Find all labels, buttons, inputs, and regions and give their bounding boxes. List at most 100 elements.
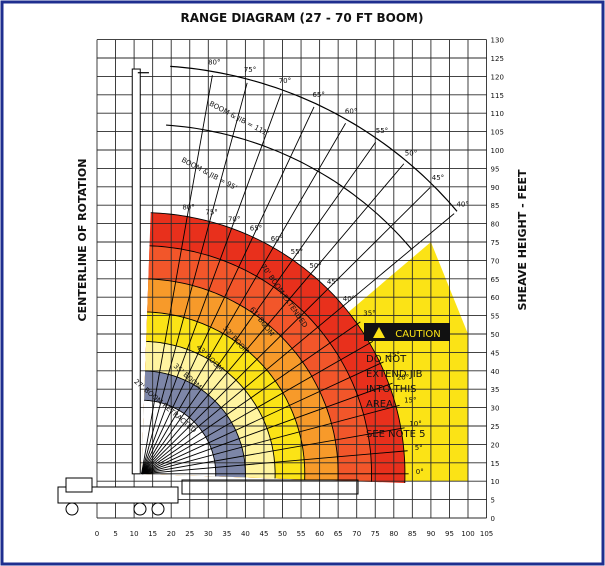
outer-angle-label: 60° <box>345 108 357 116</box>
x-tick-label: 95 <box>445 530 454 538</box>
inner-angle-label: 40° <box>343 295 355 303</box>
radial-line <box>141 123 346 475</box>
y-tick-label: 115 <box>491 92 504 100</box>
caution-text: DO NOT <box>366 354 407 365</box>
truck-outline <box>181 479 359 495</box>
radial-line <box>141 93 282 474</box>
x-tick-label: 85 <box>408 530 417 538</box>
y-tick-label: 110 <box>491 110 504 118</box>
x-tick-label: 35 <box>222 530 231 538</box>
x-tick-label: 90 <box>426 530 435 538</box>
x-tick-label: 100 <box>461 530 474 538</box>
y-tick-label: 40 <box>491 368 500 376</box>
arc-boom <box>144 399 217 477</box>
y-tick-label: 60 <box>491 294 500 302</box>
radial-line <box>141 106 315 475</box>
y-tick-label: 125 <box>491 55 504 63</box>
x-tick-label: 25 <box>185 530 194 538</box>
x-tick-label: 55 <box>297 530 306 538</box>
outer-angle-label: 80° <box>208 58 220 66</box>
y-tick-label: 35 <box>491 386 500 394</box>
x-tick-label: 80 <box>389 530 398 538</box>
diagram-title: RANGE DIAGRAM (27 - 70 FT BOOM) <box>181 11 424 25</box>
inner-angle-label: 45° <box>327 278 339 286</box>
zone-inner <box>141 400 216 477</box>
caution-text: AREA <box>366 399 393 410</box>
outer-angle-label: 65° <box>312 91 324 99</box>
arc-boom <box>150 212 406 484</box>
y-tick-label: 10 <box>491 478 500 486</box>
y-tick-label: 80 <box>491 221 500 229</box>
y-tick-label: 25 <box>491 423 500 431</box>
arc-jib-95 <box>166 124 412 250</box>
outer-angle-label: 45° <box>432 174 444 182</box>
x-tick-label: 5 <box>113 530 117 538</box>
inner-angle-label: 70° <box>228 215 240 223</box>
centerline-label: CENTERLINE OF ROTATION <box>76 159 89 322</box>
y-tick-label: 30 <box>491 405 500 413</box>
y-tick-label: 5 <box>491 497 495 505</box>
x-tick-label: 65 <box>334 530 343 538</box>
caution-text: INTO THIS <box>366 384 417 395</box>
sheave-height-label: SHEAVE HEIGHT - FEET <box>516 169 529 311</box>
y-tick-label: 130 <box>491 37 504 45</box>
boom-mast <box>131 68 141 475</box>
truck-wheel <box>65 502 79 516</box>
x-tick-label: 0 <box>95 530 99 538</box>
y-tick-label: 15 <box>491 460 500 468</box>
x-tick-label: 30 <box>204 530 213 538</box>
arc-jib-111 <box>170 65 458 212</box>
caution-note: SEE NOTE 5 <box>366 429 425 440</box>
arc-boom <box>146 340 276 479</box>
outer-angle-label: 40° <box>456 201 468 209</box>
caution-box <box>364 323 450 341</box>
y-tick-label: 70 <box>491 257 500 265</box>
low-angle-label: 15° <box>404 396 416 404</box>
inner-angle-label: 75° <box>205 208 217 216</box>
y-tick-label: 85 <box>491 202 500 210</box>
grid <box>96 39 487 519</box>
truck-icon <box>57 477 359 516</box>
inner-angle-label: 80° <box>182 203 194 211</box>
radial-line <box>141 187 431 475</box>
radial-line <box>141 213 455 475</box>
radial-line <box>141 82 248 474</box>
truck-wheel <box>151 502 165 516</box>
low-angle-label: 25° <box>387 351 399 359</box>
caution-text: EXTEND JIB <box>366 369 423 380</box>
y-tick-label: 20 <box>491 441 500 449</box>
low-angle-label: 10° <box>409 420 421 428</box>
inner-angle-label: 50° <box>309 262 321 270</box>
inner-angle-label: 60° <box>271 235 283 243</box>
y-tick-label: 55 <box>491 313 500 321</box>
low-angle-label: 5° <box>415 444 423 452</box>
arc-boom <box>145 370 246 478</box>
x-tick-label: 45 <box>259 530 268 538</box>
low-angle-label: 20° <box>397 373 409 381</box>
caution-heading: CAUTION <box>395 329 441 340</box>
truck-wheel <box>133 502 147 516</box>
x-tick-label: 15 <box>148 530 157 538</box>
low-angle-label: 35° <box>363 310 375 318</box>
outer-angle-label: 70° <box>279 77 291 85</box>
x-tick-label: 10 <box>130 530 139 538</box>
x-tick-label: 50 <box>278 530 287 538</box>
warning-icon <box>373 327 385 338</box>
inner-angle-label: 55° <box>291 248 303 256</box>
radial-line <box>141 163 405 475</box>
y-tick-label: 100 <box>491 147 504 155</box>
radial-line <box>141 141 376 475</box>
y-tick-label: 75 <box>491 239 500 247</box>
x-tick-label: 60 <box>315 530 324 538</box>
x-tick-label: 40 <box>241 530 250 538</box>
y-tick-label: 105 <box>491 129 504 137</box>
inner-angle-label: 65° <box>250 224 262 232</box>
arc-boom <box>147 311 306 480</box>
arc-boom <box>149 245 372 482</box>
y-tick-label: 65 <box>491 276 500 284</box>
y-tick-label: 0 <box>491 515 495 523</box>
y-tick-label: 95 <box>491 165 500 173</box>
y-tick-label: 120 <box>491 73 504 81</box>
